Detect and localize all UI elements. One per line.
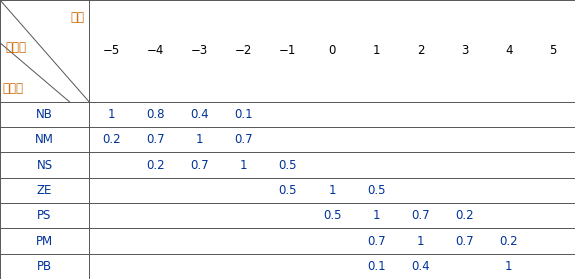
Text: 0.5: 0.5 (279, 158, 297, 172)
Text: 0.7: 0.7 (367, 235, 386, 247)
Text: 0.4: 0.4 (411, 260, 430, 273)
Text: 2: 2 (417, 44, 424, 57)
Text: 0.5: 0.5 (323, 209, 342, 222)
Text: 0.7: 0.7 (411, 209, 430, 222)
Text: 1: 1 (240, 158, 247, 172)
Text: −5: −5 (102, 44, 120, 57)
Text: 0.7: 0.7 (190, 158, 209, 172)
Text: 0.7: 0.7 (146, 133, 164, 146)
Text: 0.7: 0.7 (235, 133, 253, 146)
Text: PS: PS (37, 209, 52, 222)
Text: 0.2: 0.2 (500, 235, 518, 247)
Text: 语言値: 语言値 (3, 82, 24, 95)
Text: 1: 1 (108, 108, 115, 121)
Text: 0.2: 0.2 (146, 158, 164, 172)
Text: 4: 4 (505, 44, 512, 57)
Text: −3: −3 (191, 44, 208, 57)
Text: 0.1: 0.1 (367, 260, 386, 273)
Text: −2: −2 (235, 44, 252, 57)
Text: 0.5: 0.5 (279, 184, 297, 197)
Text: 1: 1 (373, 209, 380, 222)
Text: 等级: 等级 (71, 11, 85, 24)
Text: 1: 1 (196, 133, 204, 146)
Text: −4: −4 (147, 44, 164, 57)
Text: 0.1: 0.1 (235, 108, 253, 121)
Text: 1: 1 (505, 260, 512, 273)
Text: ZE: ZE (37, 184, 52, 197)
Text: 1: 1 (417, 235, 424, 247)
Text: 5: 5 (549, 44, 557, 57)
Text: 0.4: 0.4 (190, 108, 209, 121)
Text: 1: 1 (373, 44, 380, 57)
Text: −1: −1 (279, 44, 297, 57)
Text: 0.2: 0.2 (102, 133, 121, 146)
Text: 0.8: 0.8 (146, 108, 164, 121)
Text: 0.5: 0.5 (367, 184, 385, 197)
Text: 3: 3 (461, 44, 468, 57)
Text: NS: NS (36, 158, 53, 172)
Text: NM: NM (35, 133, 54, 146)
Text: 0.2: 0.2 (455, 209, 474, 222)
Text: PM: PM (36, 235, 53, 247)
Text: 0: 0 (328, 44, 336, 57)
Text: PB: PB (37, 260, 52, 273)
Text: 0.7: 0.7 (455, 235, 474, 247)
Text: 隶属度: 隶属度 (6, 41, 27, 54)
Text: NB: NB (36, 108, 53, 121)
Text: 1: 1 (328, 184, 336, 197)
